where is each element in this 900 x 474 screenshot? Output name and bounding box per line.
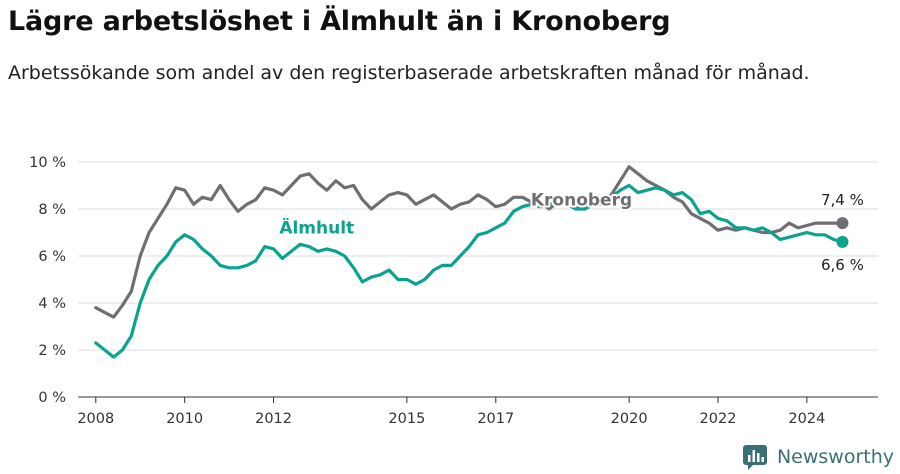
series-label-almhult: Älmhult bbox=[279, 217, 354, 239]
series-label-kronoberg: Kronoberg bbox=[531, 191, 632, 211]
newsworthy-logo-icon bbox=[742, 445, 767, 470]
x-tick-label: 2012 bbox=[255, 411, 292, 427]
chart-subtitle: Arbetssökande som andel av den registerb… bbox=[8, 62, 810, 84]
x-tick-label: 2022 bbox=[700, 411, 737, 427]
y-tick-label: 4 % bbox=[38, 296, 66, 312]
x-tick-label: 2020 bbox=[611, 411, 648, 427]
y-tick-label: 2 % bbox=[38, 343, 66, 359]
end-point-almhult bbox=[836, 235, 849, 248]
y-tick-label: 6 % bbox=[38, 249, 66, 265]
x-tick-label: 2015 bbox=[388, 411, 425, 427]
series-line-kronoberg bbox=[94, 165, 845, 319]
brand-logo: Newsworthy bbox=[742, 444, 894, 470]
x-tick-label: 2017 bbox=[477, 411, 514, 427]
y-tick-label: 10 % bbox=[29, 155, 66, 171]
end-label-kronoberg: 7,4 % bbox=[821, 191, 864, 209]
y-tick-label: 8 % bbox=[38, 202, 66, 218]
series-line-almhult bbox=[94, 183, 845, 359]
end-point-kronoberg bbox=[836, 217, 849, 230]
x-tick-label: 2010 bbox=[166, 411, 203, 427]
y-tick-label: 0 % bbox=[38, 390, 66, 406]
x-tick-label: 2024 bbox=[788, 411, 825, 427]
end-label-almhult: 6,6 % bbox=[821, 256, 864, 274]
x-tick-label: 2008 bbox=[77, 411, 114, 427]
chart-title: Lägre arbetslöshet i Älmhult än i Kronob… bbox=[8, 6, 671, 37]
brand-name: Newsworthy bbox=[776, 446, 894, 468]
